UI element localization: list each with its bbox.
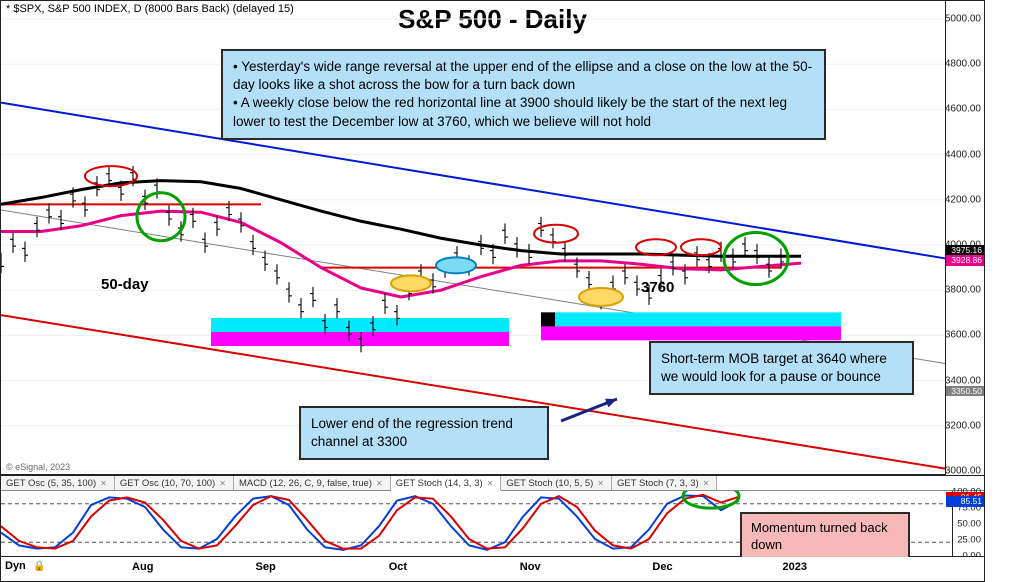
indicator-tab[interactable]: GET Stoch (14, 3, 3)✕ [391, 476, 502, 491]
x-tick: Nov [520, 561, 541, 573]
indicator-y-tick: 50.00 [957, 519, 981, 530]
y-tick: 3600.00 [945, 330, 981, 341]
close-icon[interactable]: ✕ [597, 479, 604, 488]
y-tick: 4600.00 [945, 104, 981, 115]
x-tick: Oct [389, 561, 407, 573]
y-tick: 3800.00 [945, 285, 981, 296]
x-tick: Aug [132, 561, 153, 573]
y-tick: 3400.00 [945, 375, 981, 386]
copyright: © eSignal, 2023 [6, 462, 70, 472]
y-tick: 3200.00 [945, 420, 981, 431]
price-badge: 3928.86 [946, 255, 984, 266]
y-tick: 5000.00 [945, 14, 981, 25]
main-price-chart[interactable]: * $SPX, S&P 500 INDEX, D (8000 Bars Back… [0, 0, 985, 475]
time-x-axis: Dyn 🔒 Aug Sep Oct Nov Dec 2023 [0, 557, 985, 582]
indicator-y-tick: 25.00 [957, 535, 981, 546]
close-icon[interactable]: ✕ [487, 479, 494, 488]
x-tick: 2023 [783, 561, 807, 573]
x-tick: Sep [256, 561, 276, 573]
indicator-tab[interactable]: GET Stoch (10, 5, 5)✕ [501, 476, 612, 490]
close-icon[interactable]: ✕ [703, 479, 710, 488]
price-y-axis: 5000.004800.004600.004400.004200.004000.… [945, 1, 984, 476]
indicator-tab[interactable]: MACD (12, 26, C, 9, false, true)✕ [234, 476, 391, 490]
close-icon[interactable]: ✕ [100, 479, 107, 488]
label-50-day: 50-day [101, 276, 149, 293]
indicator-tabs: GET Osc (5, 35, 100)✕GET Osc (10, 70, 10… [1, 476, 984, 491]
price-badge: 3975.16 [946, 245, 984, 256]
price-badge: 3350.50 [946, 386, 984, 397]
indicator-badge: 85.51 [946, 496, 984, 507]
indicator-tab[interactable]: GET Osc (5, 35, 100)✕ [1, 476, 115, 490]
lock-icon[interactable]: 🔒 [33, 561, 45, 572]
annotation-regression: Lower end of the regression trend channe… [299, 406, 549, 460]
dyn-label[interactable]: Dyn [5, 560, 26, 572]
annotation-mob-target: Short-term MOB target at 3640 where we w… [649, 341, 914, 395]
label-3760: 3760 [641, 279, 674, 296]
close-icon[interactable]: ✕ [376, 479, 383, 488]
y-tick: 4800.00 [945, 59, 981, 70]
close-icon[interactable]: ✕ [219, 479, 226, 488]
y-tick: 4200.00 [945, 194, 981, 205]
y-tick: 4400.00 [945, 149, 981, 160]
annotation-momentum: Momentum turned back down [740, 512, 910, 562]
indicator-tab[interactable]: GET Osc (10, 70, 100)✕ [115, 476, 234, 490]
indicator-y-axis: 100.0075.0050.0025.000.0091.4585.51 [952, 491, 984, 556]
indicator-tab[interactable]: GET Stoch (7, 3, 3)✕ [612, 476, 717, 490]
x-tick: Dec [652, 561, 672, 573]
annotation-main: • Yesterday's wide range reversal at the… [221, 49, 826, 140]
